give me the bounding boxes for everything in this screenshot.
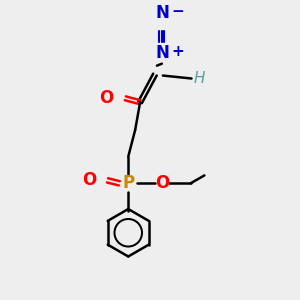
Text: O: O (82, 171, 97, 189)
Text: P: P (122, 174, 134, 192)
Text: N: N (156, 44, 170, 62)
Text: −: − (172, 4, 184, 19)
Text: O: O (99, 89, 113, 107)
Text: H: H (194, 71, 205, 86)
Text: +: + (172, 44, 184, 59)
Text: O: O (155, 174, 169, 192)
Text: N: N (156, 4, 170, 22)
